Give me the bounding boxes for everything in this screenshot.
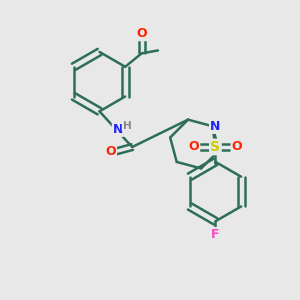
Text: F: F [211,228,220,241]
Text: O: O [188,140,199,154]
Text: O: O [232,140,242,154]
Text: O: O [136,27,147,40]
Text: N: N [210,120,220,133]
Text: S: S [210,140,220,154]
Text: N: N [113,123,123,136]
Text: O: O [105,145,116,158]
Text: H: H [123,121,131,130]
